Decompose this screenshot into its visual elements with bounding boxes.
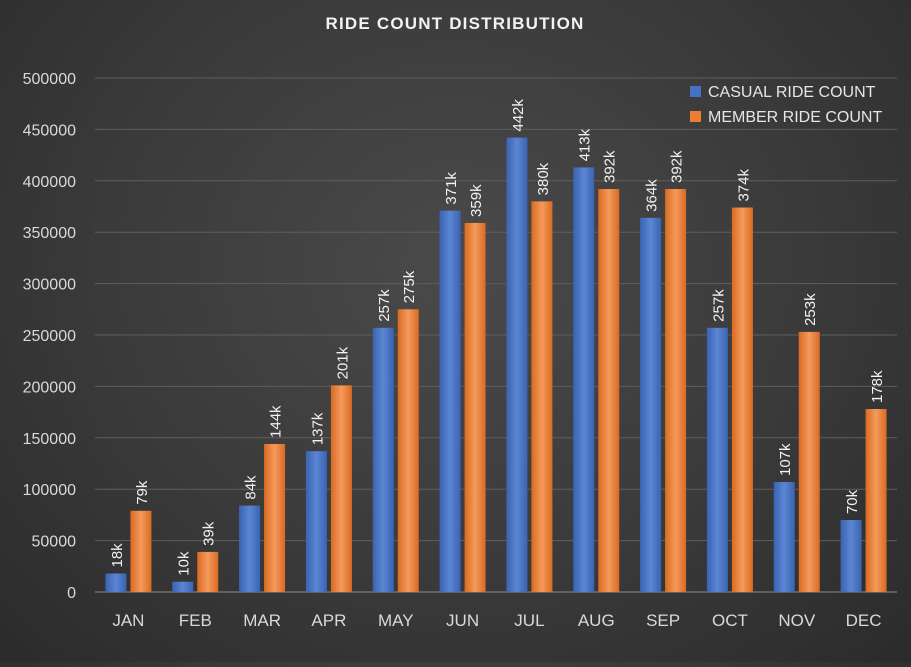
x-tick-label: DEC	[846, 611, 882, 630]
x-tick-label: OCT	[712, 611, 748, 630]
data-label: 257k	[710, 289, 727, 322]
x-tick-label: SEP	[646, 611, 680, 630]
bar-member-dec	[865, 409, 887, 592]
legend-swatch	[690, 86, 701, 97]
data-label: 84k	[243, 475, 260, 500]
bar-casual-oct	[706, 327, 728, 592]
data-label: 380k	[535, 162, 552, 195]
data-label: 359k	[468, 184, 485, 217]
bar-member-oct	[731, 207, 753, 592]
x-tick-label: FEB	[179, 611, 212, 630]
y-tick-label: 100000	[23, 482, 76, 499]
legend-swatch	[690, 111, 701, 122]
data-label: 144k	[268, 405, 285, 438]
bar-casual-mar	[239, 505, 261, 592]
bar-member-feb	[197, 551, 219, 592]
bar-member-apr	[330, 385, 352, 592]
chart-title: RIDE COUNT DISTRIBUTION	[326, 14, 585, 33]
x-tick-label: AUG	[578, 611, 615, 630]
x-tick-label: MAY	[378, 611, 414, 630]
bar-casual-feb	[172, 581, 194, 592]
y-tick-label: 500000	[23, 71, 76, 88]
bar-casual-nov	[773, 482, 795, 592]
x-tick-label: MAR	[243, 611, 281, 630]
x-tick-label: JUL	[514, 611, 544, 630]
y-tick-label: 200000	[23, 379, 76, 396]
bar-casual-aug	[573, 167, 595, 592]
y-tick-label: 250000	[23, 328, 76, 345]
legend-label: MEMBER RIDE COUNT	[708, 109, 882, 126]
data-label: 79k	[134, 480, 151, 505]
bar-member-nov	[798, 331, 820, 592]
legend-label: CASUAL RIDE COUNT	[708, 84, 876, 101]
data-label: 442k	[510, 99, 527, 132]
data-label: 392k	[669, 150, 686, 183]
data-label: 392k	[602, 150, 619, 183]
y-tick-label: 400000	[23, 174, 76, 191]
y-tick-label: 0	[67, 585, 76, 602]
x-tick-label: JAN	[112, 611, 144, 630]
data-label: 371k	[443, 172, 460, 205]
data-label: 70k	[844, 489, 861, 514]
bar-casual-dec	[840, 520, 862, 592]
y-tick-label: 50000	[32, 534, 77, 551]
bar-member-jul	[531, 201, 553, 593]
bar-member-may	[397, 309, 419, 592]
y-tick-label: 350000	[23, 225, 76, 242]
data-label: 201k	[334, 346, 351, 379]
y-tick-label: 450000	[23, 122, 76, 139]
bar-member-jan	[130, 510, 152, 592]
data-label: 107k	[777, 443, 794, 476]
bar-casual-jul	[506, 137, 528, 592]
bar-casual-jun	[439, 210, 461, 592]
bar-casual-apr	[305, 451, 327, 592]
data-label: 253k	[802, 293, 819, 326]
data-label: 178k	[869, 370, 886, 403]
x-tick-label: APR	[311, 611, 346, 630]
data-label: 137k	[309, 412, 326, 445]
data-label: 10k	[176, 551, 193, 576]
y-tick-label: 300000	[23, 277, 76, 294]
bar-casual-sep	[640, 217, 662, 593]
x-tick-label: NOV	[778, 611, 816, 630]
data-label: 39k	[201, 521, 218, 546]
bar-member-jun	[464, 222, 486, 592]
bar-member-sep	[665, 189, 687, 593]
bar-casual-jan	[105, 573, 127, 592]
bar-member-mar	[264, 443, 286, 592]
data-label: 275k	[401, 270, 418, 303]
data-label: 257k	[376, 289, 393, 322]
y-tick-label: 150000	[23, 431, 76, 448]
data-label: 364k	[644, 179, 661, 212]
data-label: 18k	[109, 543, 126, 568]
bar-casual-may	[372, 327, 394, 592]
data-label: 374k	[735, 169, 752, 202]
x-tick-label: JUN	[446, 611, 479, 630]
bar-member-aug	[598, 189, 620, 593]
data-label: 413k	[577, 128, 594, 161]
